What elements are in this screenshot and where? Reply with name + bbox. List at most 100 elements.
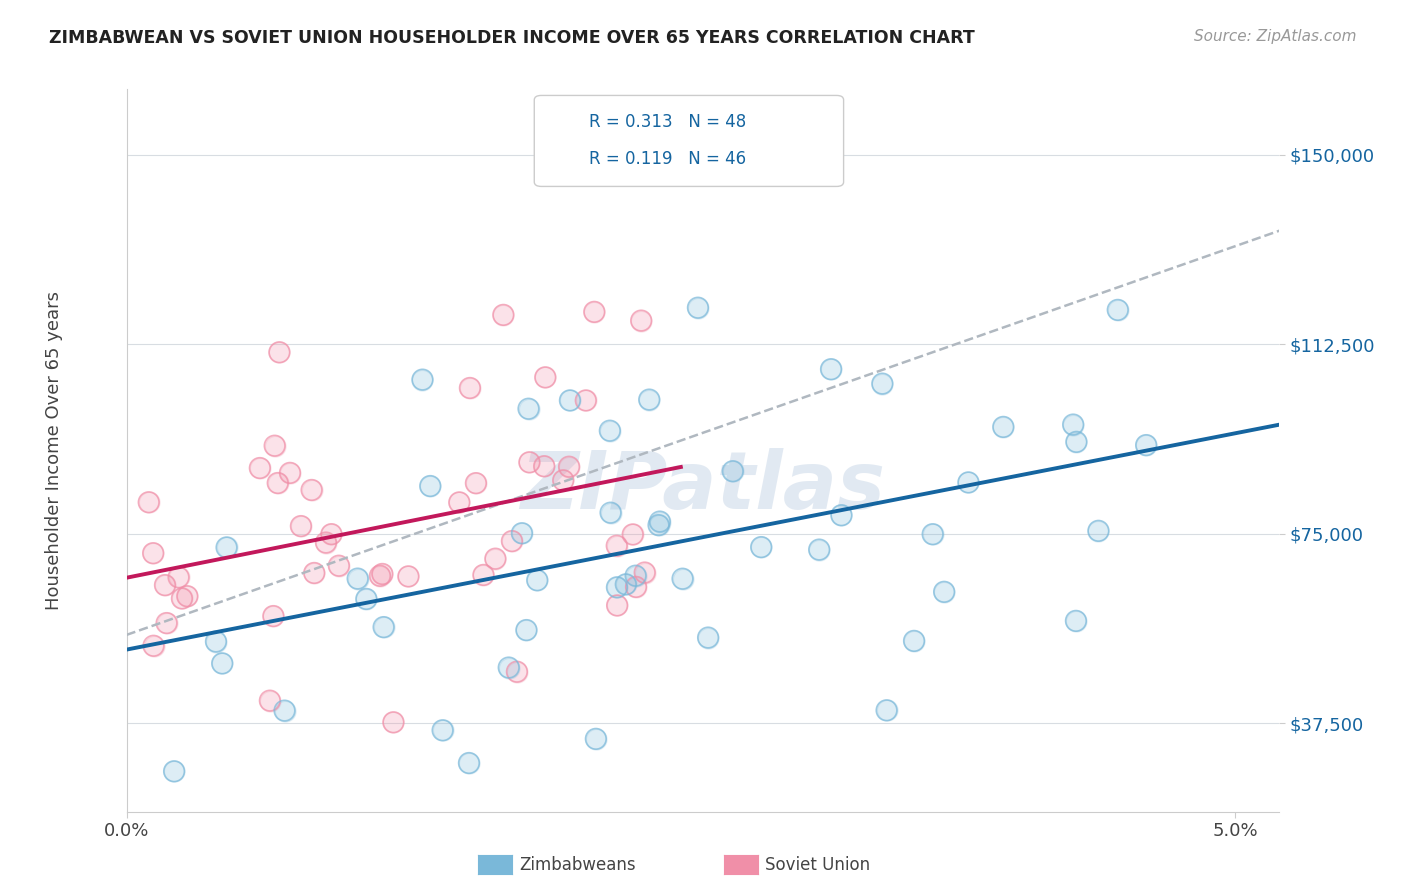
Point: [259, 693, 281, 707]
Text: R = 0.313   N = 48: R = 0.313 N = 48: [589, 113, 747, 131]
Point: [170, 591, 193, 606]
Point: [671, 572, 693, 586]
Point: [558, 459, 581, 474]
Point: [533, 459, 555, 474]
Point: [921, 527, 943, 541]
Text: ZIMBABWEAN VS SOVIET UNION HOUSEHOLDER INCOME OVER 65 YEARS CORRELATION CHART: ZIMBABWEAN VS SOVIET UNION HOUSEHOLDER I…: [49, 29, 974, 46]
Point: [411, 373, 433, 387]
Point: [269, 345, 291, 359]
Point: [492, 308, 515, 322]
Point: [176, 589, 198, 603]
Point: [167, 570, 190, 584]
Point: [686, 301, 709, 315]
Point: [315, 535, 337, 549]
Point: [278, 466, 301, 480]
Point: [820, 362, 842, 376]
Point: [153, 578, 176, 592]
Point: [328, 558, 350, 573]
Point: [142, 639, 165, 653]
Point: [263, 439, 285, 453]
Point: [510, 526, 533, 541]
Point: [876, 703, 898, 717]
Point: [458, 381, 481, 395]
Point: [558, 393, 581, 408]
Point: [606, 539, 628, 553]
Point: [155, 616, 177, 631]
Point: [583, 305, 606, 319]
Point: [321, 527, 343, 541]
Point: [630, 313, 652, 327]
Point: [830, 508, 852, 523]
Point: [215, 541, 238, 555]
Point: [301, 483, 323, 497]
Point: [464, 476, 486, 491]
Point: [1107, 302, 1129, 317]
Point: [1062, 417, 1084, 432]
Point: [302, 566, 325, 580]
Point: [606, 599, 628, 613]
Point: [263, 439, 285, 453]
Point: [515, 623, 537, 637]
Point: [1087, 524, 1109, 538]
Point: [396, 569, 419, 583]
Point: [458, 756, 481, 770]
Point: [624, 568, 647, 582]
Point: [492, 308, 515, 322]
Point: [606, 580, 628, 594]
Point: [903, 633, 925, 648]
Point: [373, 620, 395, 634]
Point: [624, 568, 647, 582]
Point: [517, 401, 540, 416]
Point: [449, 495, 471, 509]
Point: [749, 540, 772, 554]
Point: [526, 573, 548, 587]
Point: [599, 424, 621, 438]
Point: [290, 519, 312, 533]
Point: [1135, 438, 1157, 452]
Point: [211, 657, 233, 671]
Point: [1066, 434, 1088, 449]
Point: [808, 542, 831, 557]
Point: [278, 466, 301, 480]
Point: [484, 551, 506, 566]
Point: [458, 756, 481, 770]
Point: [290, 519, 312, 533]
Point: [138, 495, 160, 509]
Point: [697, 631, 720, 645]
Point: [510, 526, 533, 541]
Point: [721, 464, 744, 478]
Point: [396, 569, 419, 583]
Point: [583, 305, 606, 319]
Point: [211, 657, 233, 671]
Point: [1062, 417, 1084, 432]
Point: [697, 631, 720, 645]
Point: [267, 476, 290, 491]
Point: [155, 616, 177, 631]
Point: [934, 584, 956, 599]
Text: Source: ZipAtlas.com: Source: ZipAtlas.com: [1194, 29, 1357, 44]
Point: [671, 572, 693, 586]
Point: [721, 464, 744, 478]
Point: [808, 542, 831, 557]
Point: [167, 570, 190, 584]
Point: [957, 475, 980, 490]
Point: [614, 577, 637, 591]
Point: [458, 381, 481, 395]
Point: [368, 569, 391, 583]
Point: [585, 731, 607, 746]
Point: [749, 540, 772, 554]
Point: [553, 473, 575, 487]
Point: [170, 591, 193, 606]
Point: [558, 393, 581, 408]
Point: [205, 634, 228, 648]
Point: [1066, 434, 1088, 449]
Point: [142, 639, 165, 653]
Point: [903, 633, 925, 648]
Point: [506, 665, 529, 679]
Point: [575, 393, 598, 408]
Point: [534, 370, 557, 384]
Point: [820, 362, 842, 376]
Point: [498, 660, 520, 674]
Point: [262, 609, 284, 624]
Point: [876, 703, 898, 717]
